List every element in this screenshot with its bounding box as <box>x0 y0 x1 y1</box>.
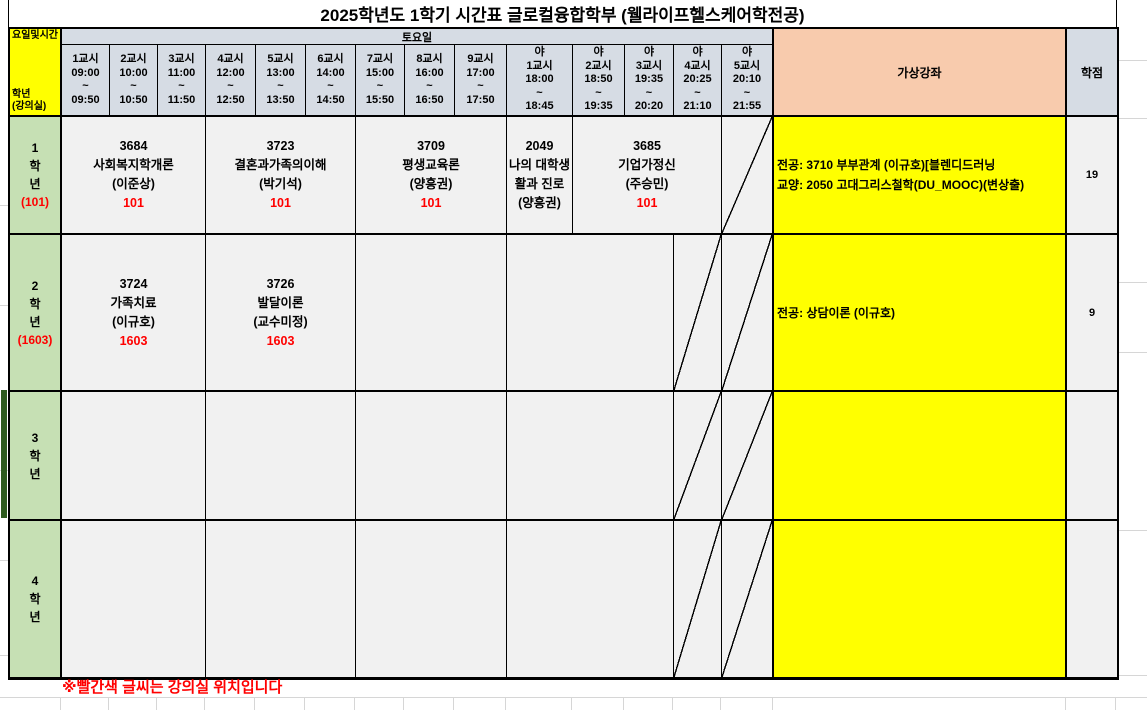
margin-gridline <box>1065 697 1066 710</box>
empty-slash-cell <box>722 521 774 677</box>
period-header-night-4: 야 4교시 20:25 ~21:10 <box>674 45 722 117</box>
margin-gridline <box>672 697 673 710</box>
empty-slash-cell <box>722 392 774 521</box>
credit-cell: 19 <box>1067 117 1117 235</box>
margin-gridline <box>1115 697 1116 710</box>
margin-gridline <box>0 205 8 206</box>
margin-gridline <box>720 697 721 710</box>
empty-cell <box>356 235 507 392</box>
row-marker-strip <box>1 390 7 518</box>
margin-gridline <box>571 697 572 710</box>
empty-cell <box>507 235 674 392</box>
margin-gridline <box>0 305 8 306</box>
grade-label-3: 3 학 년 <box>10 392 62 521</box>
class-cell: 3685 기업가정신 (주승민) 101 <box>573 117 722 235</box>
grade-label-4: 4 학 년 <box>10 521 62 677</box>
virtual-course-cell <box>774 521 1067 677</box>
room-color-footnote: ※빨간색 글씨는 강의실 위치입니다 <box>62 679 283 696</box>
empty-slash-cell <box>722 117 774 235</box>
day-group-header: 토요일 <box>62 29 774 45</box>
margin-gridline <box>204 697 205 710</box>
period-header-9: 9교시 17:00 ~17:50 <box>455 45 507 117</box>
class-cell: 3684 사회복지학개론 (이준상) 101 <box>62 117 206 235</box>
period-header-night-2: 야 2교시 18:50 ~19:35 <box>573 45 625 117</box>
period-header-5: 5교시 13:00 ~13:50 <box>256 45 306 117</box>
empty-cell <box>356 392 507 521</box>
margin-gridline <box>1117 530 1147 531</box>
class-cell: 3724 가족치료 (이규호) 1603 <box>62 235 206 392</box>
margin-gridline <box>623 697 624 710</box>
timetable-title: 2025학년도 1학기 시간표 글로컬융합학부 (웰라이프헬스케어학전공) <box>8 0 1117 27</box>
empty-cell <box>206 392 356 521</box>
margin-gridline <box>1117 118 1147 119</box>
empty-cell <box>507 392 674 521</box>
grade-label-2: 2 학 년 (1603) <box>10 235 62 392</box>
empty-slash-cell <box>674 521 722 677</box>
credit-cell: 9 <box>1067 235 1117 392</box>
margin-gridline <box>156 697 157 710</box>
corner-cell: 요일및시간 학년 (강의실) <box>10 29 62 117</box>
period-header-6: 6교시 14:00 ~14:50 <box>306 45 356 117</box>
margin-gridline <box>1117 675 1147 676</box>
period-header-1: 1교시 09:00 ~09:50 <box>62 45 110 117</box>
period-header-night-3: 야 3교시 19:35 ~20:20 <box>625 45 674 117</box>
margin-gridline <box>0 655 8 656</box>
margin-gridline <box>0 697 1147 698</box>
margin-gridline <box>354 697 355 710</box>
margin-gridline <box>1117 352 1147 353</box>
virtual-course-header: 가상강좌 <box>774 29 1067 117</box>
empty-cell <box>356 521 507 677</box>
class-cell: 3723 결혼과가족의이해 (박기석) 101 <box>206 117 356 235</box>
period-header-8: 8교시 16:00 ~16:50 <box>405 45 455 117</box>
empty-slash-cell <box>722 235 774 392</box>
margin-gridline <box>403 697 404 710</box>
timetable-grid: 요일및시간 학년 (강의실) 토요일 가상강좌 학점 1교시 09:00 ~09:5… <box>8 27 1119 680</box>
margin-gridline <box>453 697 454 710</box>
period-header-3: 3교시 11:00 ~11:50 <box>158 45 206 117</box>
empty-slash-cell <box>674 235 722 392</box>
virtual-course-cell <box>774 392 1067 521</box>
period-header-7: 7교시 15:00 ~15:50 <box>356 45 405 117</box>
period-header-4: 4교시 12:00 ~12:50 <box>206 45 256 117</box>
virtual-course-cell: 전공: 상담이론 (이규호) <box>774 235 1067 392</box>
corner-bottom-label: 학년 (강의실) <box>12 89 47 112</box>
credit-cell <box>1067 521 1117 677</box>
period-header-night-1: 야 1교시 18:00 ~18:45 <box>507 45 573 117</box>
margin-gridline <box>505 697 506 710</box>
credit-cell <box>1067 392 1117 521</box>
grade-label-1: 1 학 년 (101) <box>10 117 62 235</box>
margin-gridline <box>1117 282 1147 283</box>
empty-cell <box>62 392 206 521</box>
margin-gridline <box>772 697 773 710</box>
class-cell: 3726 발달이론 (교수미정) 1603 <box>206 235 356 392</box>
margin-gridline <box>0 560 8 561</box>
margin-gridline <box>304 697 305 710</box>
corner-top-label: 요일및시간 <box>12 30 58 41</box>
class-cell: 2049 나의 대학생활과 진로 (양흥권) <box>507 117 573 235</box>
margin-gridline <box>108 697 109 710</box>
empty-cell <box>62 521 206 677</box>
class-cell: 3709 평생교육론 (양흥권) 101 <box>356 117 507 235</box>
margin-gridline <box>254 697 255 710</box>
period-header-2: 2교시 10:00 ~10:50 <box>110 45 158 117</box>
margin-gridline <box>60 697 61 710</box>
virtual-course-cell: 전공: 3710 부부관계 (이규호)[블렌디드러닝 교양: 2050 고대그리… <box>774 117 1067 235</box>
period-header-night-5: 야 5교시 20:10 ~21:55 <box>722 45 774 117</box>
empty-cell <box>206 521 356 677</box>
empty-slash-cell <box>674 392 722 521</box>
margin-gridline <box>1117 60 1147 61</box>
credit-header: 학점 <box>1067 29 1117 117</box>
empty-cell <box>507 521 674 677</box>
